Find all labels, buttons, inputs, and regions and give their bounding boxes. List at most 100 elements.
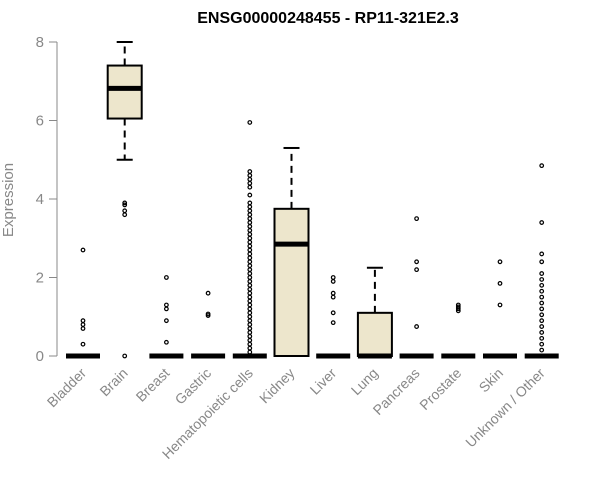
outlier-point — [247, 290, 253, 296]
outlier-point — [455, 304, 461, 310]
outlier-point — [247, 220, 253, 225]
outlier-point — [205, 290, 211, 296]
x-tick-label: Skin — [476, 365, 507, 396]
outlier-point — [247, 298, 253, 304]
outlier-point — [163, 318, 169, 324]
outlier-point — [497, 302, 503, 308]
box-gastric — [191, 290, 226, 359]
outlier-point — [330, 320, 336, 326]
outlier-point — [247, 247, 253, 253]
outlier-point — [330, 294, 336, 300]
outlier-point — [247, 337, 253, 343]
box-kidney — [273, 146, 310, 357]
outlier-point — [539, 220, 545, 225]
box-unknown-other — [524, 163, 559, 359]
outlier-point — [497, 280, 503, 286]
box-group — [66, 41, 559, 359]
outlier-point — [163, 302, 169, 308]
outlier-point — [247, 251, 253, 257]
outlier-point — [539, 330, 545, 335]
box-body — [273, 207, 310, 357]
outlier-point — [539, 312, 545, 318]
outlier-point — [247, 239, 253, 245]
outlier-point — [247, 227, 253, 233]
y-tick-label: 6 — [36, 113, 44, 130]
box-pancreas — [399, 216, 434, 359]
outlier-point — [80, 318, 86, 324]
outlier-point — [247, 184, 253, 190]
outlier-point — [247, 306, 253, 312]
chart-title: ENSG00000248455 - RP11-321E2.3 — [197, 10, 459, 27]
outlier-point — [247, 326, 253, 331]
outlier-point — [414, 259, 420, 265]
outlier-point — [247, 231, 253, 237]
outlier-point — [247, 333, 253, 339]
outlier-point — [247, 286, 253, 292]
y-axis: 0 2 4 6 8 — [36, 34, 58, 365]
y-axis-label: Expression — [0, 163, 17, 237]
outlier-point — [247, 341, 253, 347]
outlier-point — [247, 173, 253, 178]
outlier-point — [330, 290, 336, 296]
outlier-point — [539, 271, 545, 276]
y-tick-label: 2 — [36, 270, 44, 287]
outlier-point — [247, 212, 253, 218]
outlier-point — [539, 282, 545, 288]
outlier-point — [497, 259, 503, 265]
outlier-point — [205, 311, 211, 317]
y-tick-label: 0 — [36, 348, 44, 365]
outlier-point — [539, 306, 545, 312]
outlier-point — [539, 335, 545, 341]
outlier-point — [539, 300, 545, 306]
outlier-point — [247, 208, 253, 214]
box-skin — [483, 259, 517, 359]
outlier-point — [539, 341, 545, 347]
outlier-point — [247, 169, 253, 174]
outlier-point — [330, 279, 336, 284]
y-tick-label: 4 — [36, 191, 44, 208]
outlier-point — [163, 339, 169, 345]
outlier-point — [80, 322, 86, 328]
outlier-point — [247, 192, 253, 198]
outlier-point — [330, 275, 336, 280]
x-tick-label: Lung — [348, 365, 381, 398]
box-bladder — [66, 247, 100, 359]
outlier-point — [247, 310, 253, 316]
box-body — [356, 311, 393, 358]
outlier-point — [247, 180, 253, 186]
y-tick-label: 8 — [36, 34, 44, 51]
outlier-point — [247, 314, 253, 320]
outlier-point — [330, 310, 336, 316]
outlier-point — [539, 163, 545, 169]
outlier-point — [414, 324, 420, 329]
outlier-point — [247, 224, 253, 229]
outlier-point — [247, 349, 253, 355]
box-body — [106, 64, 143, 120]
outlier-point — [539, 318, 545, 324]
outlier-point — [247, 330, 253, 335]
outlier-point — [247, 275, 253, 280]
outlier-point — [539, 288, 545, 294]
outlier-point — [247, 235, 253, 241]
outlier-point — [539, 277, 545, 282]
outlier-point — [247, 216, 253, 222]
outlier-point — [247, 294, 253, 300]
outlier-point — [539, 294, 545, 300]
outlier-point — [247, 271, 253, 276]
outlier-point — [80, 326, 86, 331]
outlier-point — [247, 302, 253, 308]
outlier-point — [122, 200, 128, 206]
outlier-point — [247, 200, 253, 206]
outlier-point — [539, 324, 545, 329]
outlier-point — [247, 282, 253, 288]
outlier-point — [122, 202, 128, 208]
outlier-point — [414, 216, 420, 222]
outlier-point — [247, 279, 253, 284]
x-tick-label: Unknown / Other — [462, 365, 548, 451]
outlier-point — [163, 275, 169, 280]
x-tick-label: Brain — [96, 365, 130, 399]
outlier-point — [163, 306, 169, 312]
outlier-point — [247, 318, 253, 324]
